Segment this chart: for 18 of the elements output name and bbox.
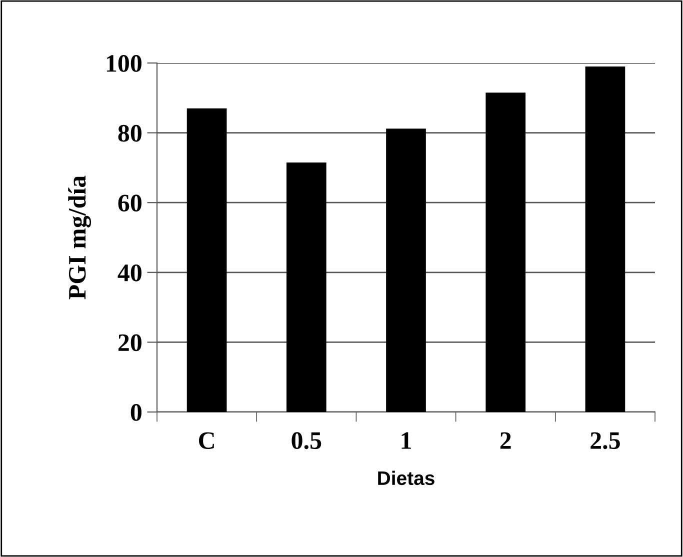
y-tick-label: 40 [118,264,142,282]
bar [585,66,626,412]
y-tick-label: 100 [106,55,142,72]
y-tick-label: 20 [118,334,142,352]
x-tick-label: 2.5 [590,432,620,450]
x-tick-label: 0.5 [292,432,322,450]
y-axis-title: PGI mg/día [68,176,92,300]
bar [486,92,526,412]
x-tick-label: C [198,432,214,450]
x-tick-label: 1 [402,432,411,449]
bar [286,162,326,412]
y-tick-label: 60 [118,194,142,212]
bar [386,128,426,412]
y-tick-label: 0 [130,404,142,421]
x-axis-title: Dietas [378,470,434,486]
bar [186,108,227,412]
y-tick-label: 80 [118,124,142,142]
x-tick-label: 2 [500,432,511,449]
